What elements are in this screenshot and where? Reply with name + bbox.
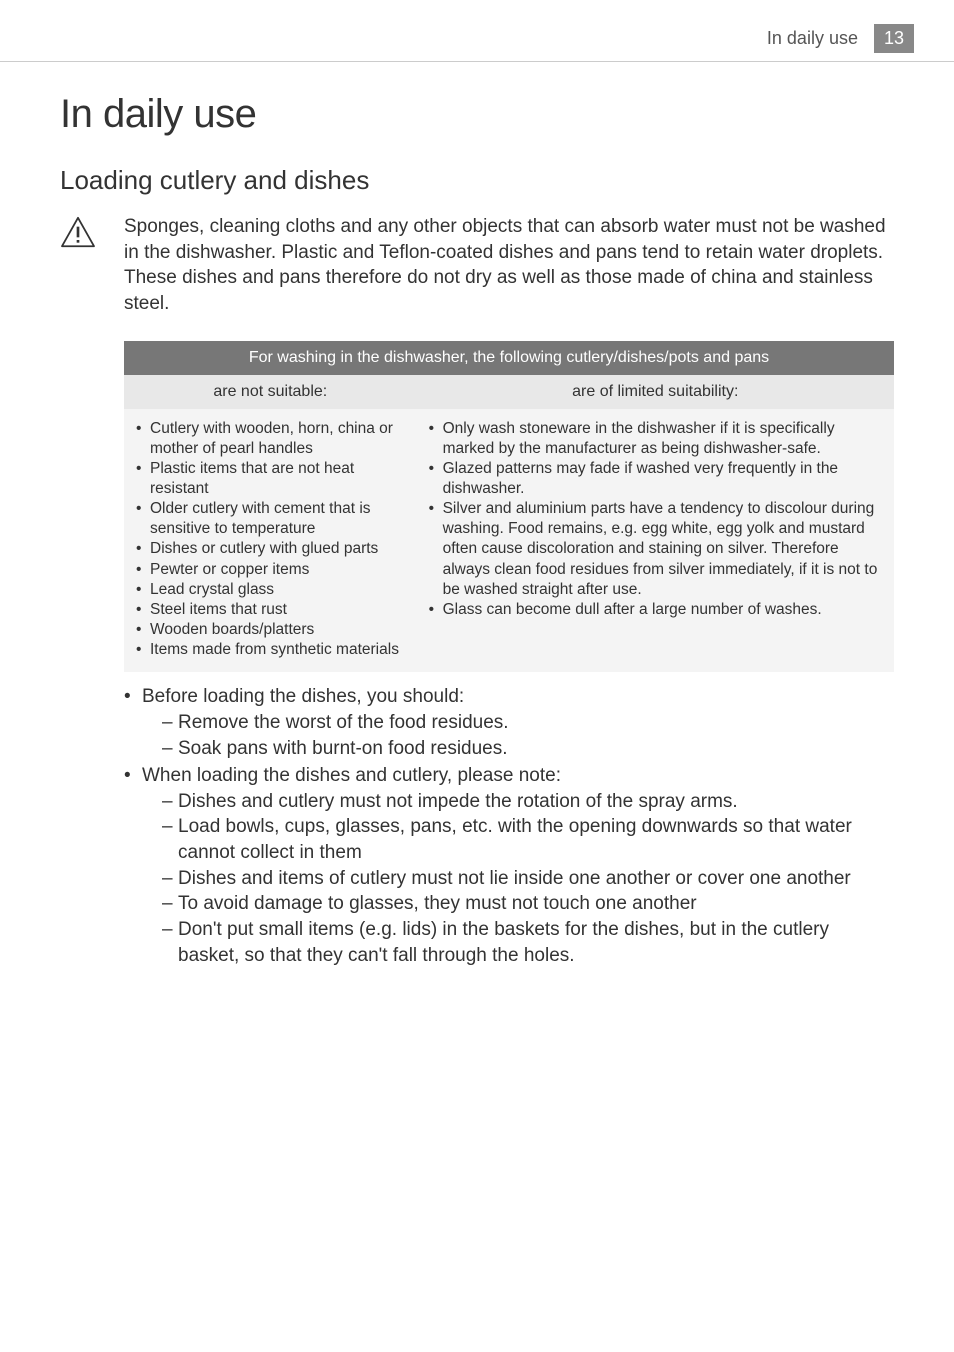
page-title: In daily use	[60, 92, 894, 137]
list-item-label: Before loading the dishes, you should:	[142, 686, 464, 707]
list-item: Before loading the dishes, you should: Re…	[124, 684, 894, 761]
list-item: Dishes or cutlery with glued parts	[136, 539, 405, 559]
page-container: In daily use 13 In daily use Loading cut…	[0, 0, 954, 1010]
list-item: Dishes and items of cutlery must not lie…	[162, 866, 894, 892]
list-item: Items made from synthetic materials	[136, 640, 405, 660]
warning-block: Sponges, cleaning cloths and any other o…	[60, 214, 894, 317]
list-item: Glass can become dull after a large numb…	[429, 600, 882, 620]
list-item: Older cutlery with cement that is sensit…	[136, 499, 405, 539]
list-item: To avoid damage to glasses, they must no…	[162, 891, 894, 917]
list-item: Silver and aluminium parts have a tenden…	[429, 499, 882, 600]
list-item: Steel items that rust	[136, 600, 405, 620]
table-col-left-header: are not suitable:	[124, 375, 417, 409]
not-suitable-list: Cutlery with wooden, horn, china or moth…	[136, 419, 405, 661]
table-col-right-header: are of limited suitability:	[417, 375, 894, 409]
warning-text: Sponges, cleaning cloths and any other o…	[124, 214, 894, 317]
table-title: For washing in the dishwasher, the follo…	[124, 341, 894, 375]
caution-triangle-icon	[60, 214, 100, 253]
sub-list: Remove the worst of the food residues.So…	[142, 710, 894, 761]
list-item: Plastic items that are not heat resistan…	[136, 459, 405, 499]
list-item: When loading the dishes and cutlery, ple…	[124, 763, 894, 968]
list-item: Soak pans with burnt-on food residues.	[162, 736, 894, 762]
list-item: Don't put small items (e.g. lids) in the…	[162, 917, 894, 968]
list-item: Only wash stoneware in the dishwasher if…	[429, 419, 882, 459]
header-section-label: In daily use	[767, 28, 858, 49]
list-item: Glazed patterns may fade if washed very …	[429, 459, 882, 499]
list-item: Wooden boards/platters	[136, 620, 405, 640]
compatibility-table: For washing in the dishwasher, the follo…	[124, 341, 894, 673]
list-item: Lead crystal glass	[136, 580, 405, 600]
limited-suitability-list: Only wash stoneware in the dishwasher if…	[429, 419, 882, 620]
sub-list: Dishes and cutlery must not impede the r…	[142, 789, 894, 968]
list-item: Pewter or copper items	[136, 560, 405, 580]
indented-content: For washing in the dishwasher, the follo…	[60, 341, 894, 969]
instructions-list: Before loading the dishes, you should: Re…	[124, 684, 894, 968]
page-header: In daily use 13	[0, 0, 954, 62]
list-item: Dishes and cutlery must not impede the r…	[162, 789, 894, 815]
list-item: Cutlery with wooden, horn, china or moth…	[136, 419, 405, 459]
page-number-badge: 13	[874, 24, 914, 53]
section-heading: Loading cutlery and dishes	[60, 165, 894, 196]
table-cell-not-suitable: Cutlery with wooden, horn, china or moth…	[124, 409, 417, 673]
list-item: Remove the worst of the food residues.	[162, 710, 894, 736]
page-content: In daily use Loading cutlery and dishes …	[0, 62, 954, 968]
list-item: Load bowls, cups, glasses, pans, etc. wi…	[162, 814, 894, 865]
list-item-label: When loading the dishes and cutlery, ple…	[142, 765, 561, 786]
table-cell-limited: Only wash stoneware in the dishwasher if…	[417, 409, 894, 673]
